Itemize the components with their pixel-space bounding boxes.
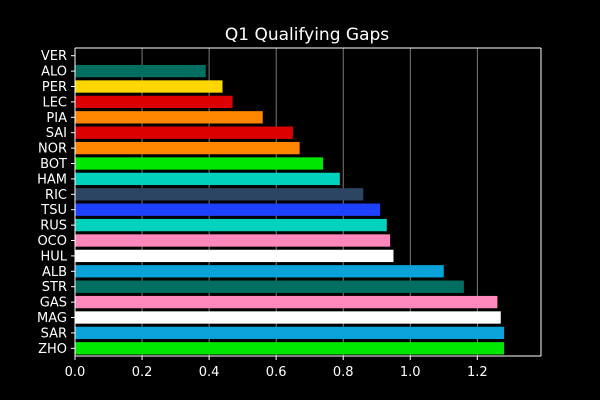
y-tick-label-per: PER	[42, 80, 67, 95]
y-tick-label-pia: PIA	[46, 111, 67, 126]
x-tick-label-2: 0.4	[199, 365, 220, 380]
bar-oco	[75, 234, 391, 247]
bar-alb	[75, 265, 444, 278]
y-tick-label-zho: ZHO	[38, 342, 67, 357]
y-tick-label-ham: HAM	[37, 172, 67, 187]
y-tick-label-lec: LEC	[42, 95, 67, 110]
y-tick-label-alo: ALO	[41, 65, 67, 80]
y-tick-label-alb: ALB	[42, 265, 67, 280]
x-tick-label-4: 0.8	[333, 365, 354, 380]
bars	[75, 64, 505, 355]
grid-lines	[74, 48, 478, 356]
x-tick-label-6: 1.2	[467, 365, 488, 380]
y-axis-ticks: VERALOPERLECPIASAINORBOTHAMRICTSURUSOCOH…	[37, 49, 75, 357]
bar-nor	[75, 141, 300, 155]
bar-ric	[75, 188, 364, 201]
axes	[74, 47, 542, 357]
y-tick-label-sar: SAR	[41, 326, 67, 341]
y-tick-label-str: STR	[42, 280, 67, 295]
y-tick-label-sai: SAI	[46, 126, 67, 141]
bar-bot	[75, 157, 324, 170]
bar-lec	[75, 95, 233, 109]
bar-str	[75, 280, 464, 293]
y-tick-label-mag: MAG	[37, 311, 67, 326]
bar-alo	[75, 64, 206, 78]
y-tick-label-rus: RUS	[40, 219, 67, 234]
bar-ham	[75, 172, 340, 186]
bar-pia	[75, 111, 263, 124]
bar-mag	[75, 311, 501, 324]
y-tick-label-bot: BOT	[40, 157, 67, 172]
bar-per	[75, 80, 223, 93]
x-axis-ticks: 0.0 0.2 0.4 0.6 0.8 1.0 1.2	[65, 356, 488, 380]
bar-sar	[75, 326, 505, 340]
y-tick-label-ver: VER	[41, 49, 67, 64]
y-tick-label-oco: OCO	[37, 234, 67, 249]
x-tick-label-3: 0.6	[266, 365, 287, 380]
y-tick-label-nor: NOR	[38, 142, 67, 157]
y-tick-label-tsu: TSU	[40, 203, 67, 218]
bar-rus	[75, 218, 387, 232]
bar-hul	[75, 249, 394, 263]
bar-zho	[75, 342, 505, 355]
bar-gas	[75, 295, 498, 309]
x-tick-label-5: 1.0	[400, 365, 421, 380]
y-tick-label-ric: RIC	[45, 188, 67, 203]
bar-sai	[75, 126, 293, 139]
x-tick-label-0: 0.0	[65, 365, 86, 380]
x-tick-label-1: 0.2	[132, 365, 153, 380]
chart-title: Q1 Qualifying Gaps	[225, 25, 389, 45]
y-tick-label-gas: GAS	[40, 296, 67, 311]
bar-tsu	[75, 203, 381, 216]
y-tick-label-hul: HUL	[40, 249, 67, 264]
